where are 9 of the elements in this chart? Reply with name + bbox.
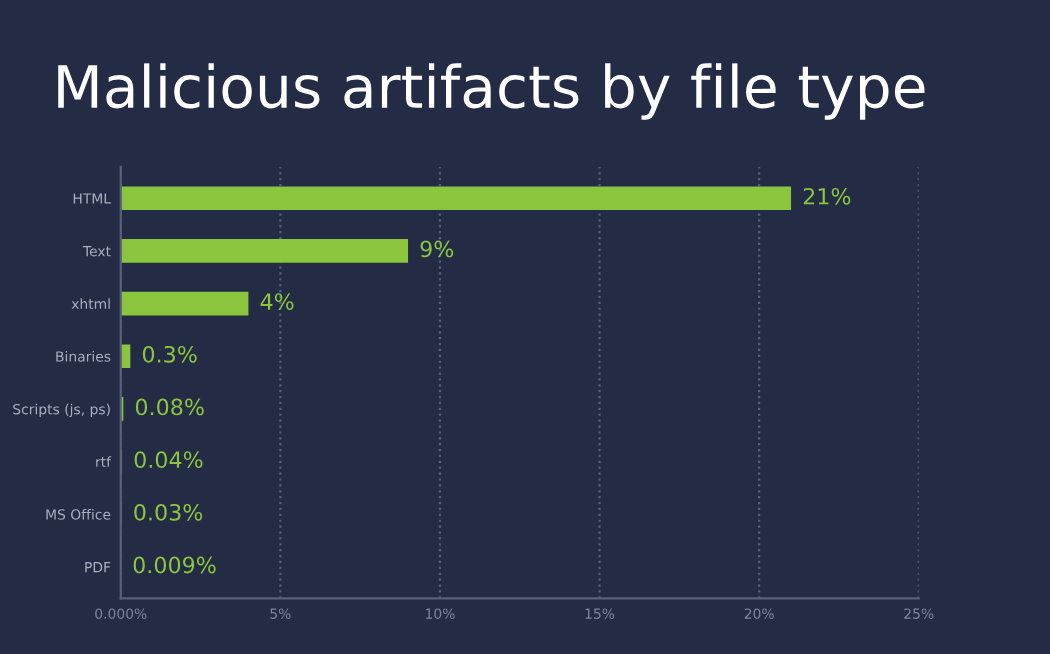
data-label: 21%: [803, 187, 851, 205]
data-label: 9%: [420, 240, 454, 258]
data-label: 4%: [260, 293, 294, 311]
chart-title: Malicious artifacts by file type: [58, 63, 925, 120]
data-label: 0.08%: [135, 398, 204, 416]
data-label: 0.03%: [134, 503, 203, 521]
data-label: 0.009%: [133, 556, 216, 574]
data-label: 0.3%: [142, 345, 197, 363]
data-label: 0.04%: [134, 451, 203, 469]
